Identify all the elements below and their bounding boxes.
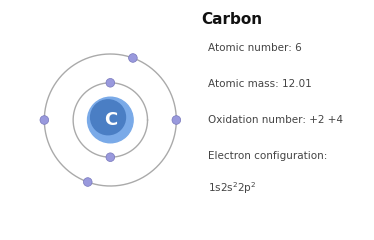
Text: Atomic number: 6: Atomic number: 6 bbox=[208, 43, 301, 53]
Text: $\mathregular{1s2s^{2}2p^{2}}$: $\mathregular{1s2s^{2}2p^{2}}$ bbox=[208, 180, 256, 196]
Ellipse shape bbox=[172, 116, 181, 124]
Ellipse shape bbox=[106, 78, 115, 87]
Ellipse shape bbox=[129, 54, 137, 62]
Ellipse shape bbox=[91, 100, 126, 135]
Text: Oxidation number: +2 +4: Oxidation number: +2 +4 bbox=[208, 115, 343, 125]
Ellipse shape bbox=[83, 178, 92, 186]
Ellipse shape bbox=[40, 116, 49, 124]
Ellipse shape bbox=[88, 97, 133, 143]
Ellipse shape bbox=[106, 153, 115, 162]
Text: C: C bbox=[104, 111, 117, 129]
Text: Atomic mass: 12.01: Atomic mass: 12.01 bbox=[208, 79, 311, 89]
Text: Carbon: Carbon bbox=[201, 12, 263, 27]
Text: Electron configuration:: Electron configuration: bbox=[208, 151, 327, 161]
